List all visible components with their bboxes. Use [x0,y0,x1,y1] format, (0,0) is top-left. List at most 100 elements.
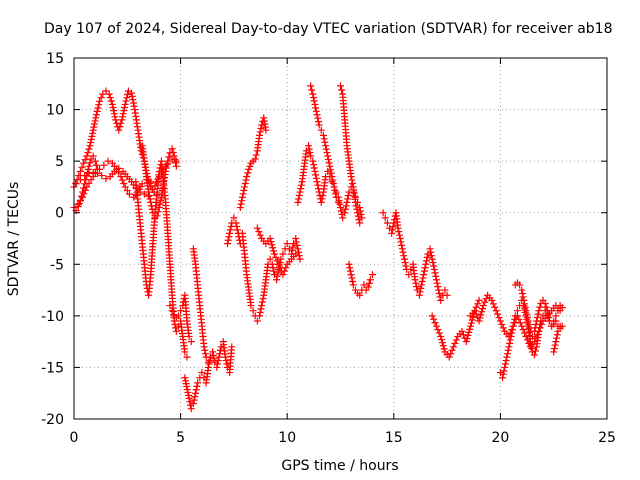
data-point [295,195,303,203]
data-point [74,203,82,211]
data-point [194,379,202,387]
data-point [102,175,110,183]
data-point [401,259,409,267]
data-point [318,195,326,203]
data-point [310,97,318,105]
data-point [504,350,512,358]
y-tick-label: -10 [41,309,64,325]
data-point [398,241,406,249]
data-point [423,253,431,261]
data-point [84,168,92,176]
data-point [341,205,349,213]
data-point [518,322,526,330]
data-point [247,302,255,310]
data-point [543,307,551,315]
data-point [545,317,553,325]
series-arc-d [72,152,101,215]
data-point [120,107,128,115]
data-point [521,303,529,311]
data-point [108,100,116,108]
data-point [279,271,287,279]
data-point [341,209,349,217]
data-point [507,332,515,340]
data-point [84,165,92,173]
data-point [447,350,455,358]
data-point [292,235,300,242]
series-arc-l [236,114,270,212]
data-point [183,386,191,394]
data-point [433,279,441,287]
data-point [277,255,285,263]
data-point [110,110,118,118]
data-point [309,157,317,165]
data-point [148,205,156,213]
data-point [256,128,264,136]
data-point [405,271,413,279]
data-point [77,192,85,200]
data-point [121,100,129,108]
data-point [241,179,249,187]
data-point [169,148,177,156]
data-point [294,245,302,253]
data-point [516,281,524,289]
data-point [249,307,257,315]
x-tick-labels: 0 5 10 15 20 25 [70,430,616,446]
data-point [354,209,362,217]
data-point [465,328,473,336]
data-point [93,165,101,173]
data-point [390,219,398,227]
data-point [238,193,246,201]
data-point [531,327,539,335]
data-point [86,142,94,150]
data-point [349,179,357,187]
data-point [437,332,445,340]
data-point [481,298,489,306]
data-point [82,176,90,184]
data-point [432,276,440,284]
data-point [427,252,435,260]
data-point [116,123,124,131]
data-point [551,341,559,349]
data-point [458,327,466,335]
data-point [558,304,566,312]
data-point [181,348,189,356]
grid-lines [74,58,607,419]
data-point [83,152,91,160]
data-point [327,169,335,177]
data-point [310,164,318,172]
data-point [222,357,230,365]
data-point [339,214,347,222]
data-point [482,295,490,303]
data-point [309,90,317,98]
data-point [428,312,436,320]
data-point [418,281,426,289]
data-point [389,222,397,230]
data-point [317,198,325,206]
x-tick-label: 25 [598,430,616,446]
data-point [349,281,357,289]
data-point [81,180,89,188]
data-point [552,338,560,346]
data-point [115,164,123,172]
data-point [275,260,283,268]
data-point [140,190,148,198]
data-point [244,169,252,177]
data-point [93,107,101,115]
data-point [192,389,200,397]
data-point [505,343,513,351]
data-point [430,315,438,323]
data-point [471,307,479,315]
data-point [162,164,170,172]
data-point [518,286,526,294]
data-point [396,235,404,242]
data-point [89,126,97,134]
data-point [183,383,191,391]
data-point [83,172,91,180]
data-point [467,322,475,330]
data-point [292,250,300,258]
data-point [306,149,314,157]
data-point [366,276,374,284]
data-point [107,97,115,105]
data-point [506,336,514,344]
data-point [364,283,372,291]
